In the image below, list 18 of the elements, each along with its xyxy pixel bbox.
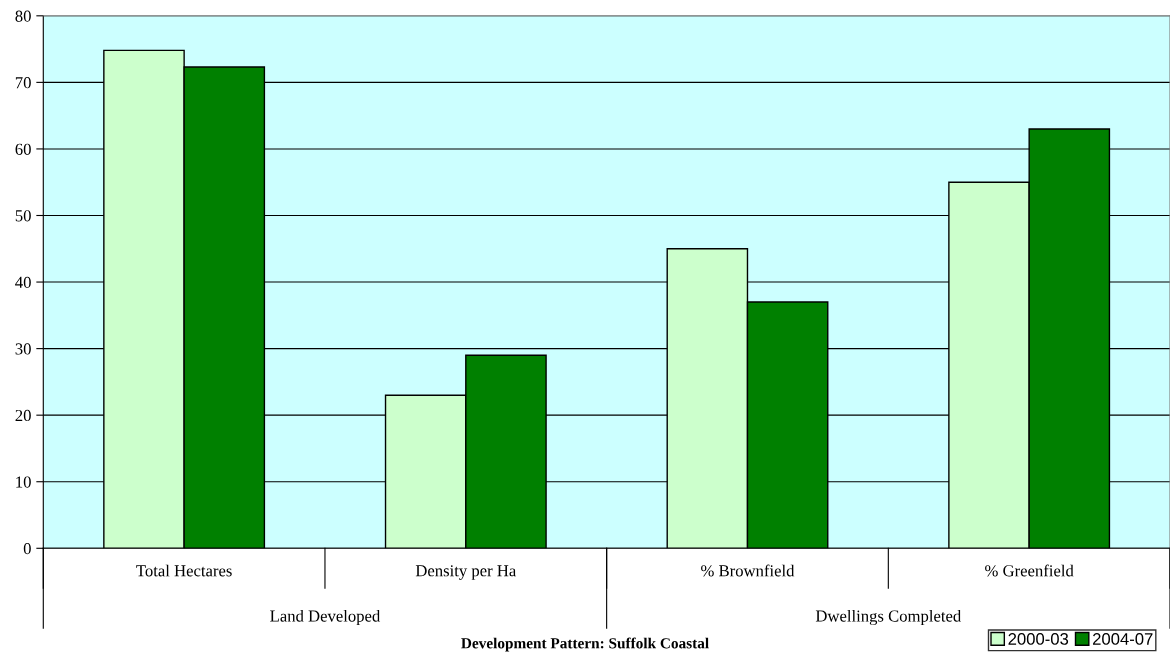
y-tick-label: 50 [15, 210, 31, 222]
text: Land Developed [270, 609, 381, 626]
y-tick-label: 10 [16, 476, 31, 488]
y-tick-label: 30 [15, 343, 31, 355]
text: Development Pattern: Suffolk Coastal [461, 637, 709, 652]
y-tick-label: 80 [15, 10, 31, 22]
text: Dwellings Completed [815, 609, 962, 626]
x-tick-label: Total Hectares [136, 564, 232, 577]
x-tick-label: % Greenfield [985, 564, 1074, 577]
y-tick-label: 60 [15, 143, 31, 155]
legend-label: 2000-03 [1008, 633, 1069, 645]
y-tick-label: 20 [15, 409, 31, 422]
y-tick-label: 70 [15, 77, 31, 89]
legend-label: 2004-07 [1093, 633, 1153, 645]
y-tick-label: 40 [15, 276, 31, 288]
x-tick-label: Density per Ha [415, 565, 517, 580]
x-tick-label: % Brownfield [701, 564, 795, 577]
y-tick-label: 0 [23, 542, 31, 555]
